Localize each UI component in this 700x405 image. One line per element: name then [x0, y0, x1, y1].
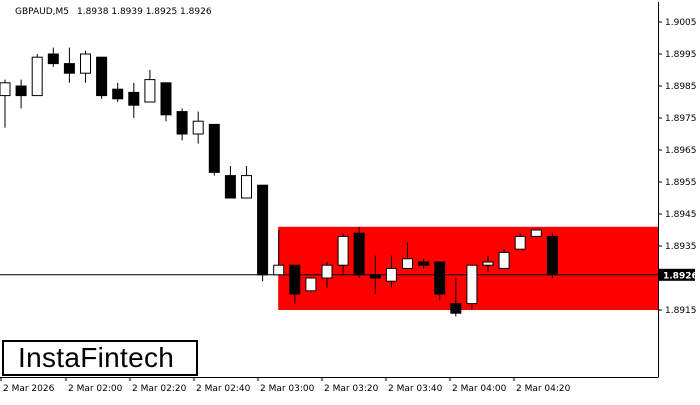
x-tick-label: 2 Mar 03:40 [388, 384, 443, 394]
candle [514, 233, 526, 250]
x-tick-label: 2 Mar 02:20 [132, 384, 187, 394]
candle [192, 111, 204, 144]
candle [321, 262, 333, 288]
candle-body-bearish [47, 53, 59, 65]
y-tick-label: 1.8965 [665, 146, 697, 156]
candle-body-bullish [0, 82, 11, 97]
candle-body-bullish [482, 261, 494, 266]
candle-body-bullish [498, 251, 510, 269]
candle [546, 233, 558, 278]
chart-header-ohlc: 1.8938 1.8939 1.8925 1.8926 [77, 7, 212, 17]
candle-body-bearish [208, 123, 220, 173]
current-price-label: 1.8926 [659, 268, 698, 281]
candle [402, 242, 413, 269]
candle-body-bullish [144, 79, 156, 103]
candle-body-bullish [337, 235, 349, 266]
candle [498, 249, 510, 269]
candle [466, 264, 478, 310]
candle [15, 79, 27, 109]
candle-body-bearish [289, 264, 301, 295]
candle-body-bearish [176, 111, 188, 135]
candle [63, 47, 75, 83]
candle-body-bearish [128, 91, 140, 106]
current-price-label-bg [659, 268, 695, 281]
candle [160, 82, 172, 122]
x-tick-label: 2 Mar 2026 [3, 384, 55, 394]
x-tick-label: 2 Mar 02:40 [196, 384, 251, 394]
candle [530, 229, 542, 237]
candle [353, 226, 365, 278]
candle [434, 261, 446, 301]
candle [289, 264, 301, 304]
candle-body-bullish [530, 229, 542, 237]
candle-body-bullish [31, 56, 43, 97]
candle-body-bullish [385, 267, 397, 282]
candle-body-bullish [466, 264, 478, 305]
candle-body-bullish [305, 277, 317, 292]
y-tick-label: 1.8975 [665, 114, 697, 124]
y-tick-label: 1.8955 [665, 178, 697, 188]
candle-body-bullish [514, 235, 526, 250]
candle-body-bearish [369, 274, 381, 279]
candle-body-bullish [402, 258, 413, 269]
candle [144, 70, 156, 103]
logo-text: InstaFintech [18, 342, 175, 373]
candle-body-bearish [353, 232, 365, 276]
candle-body-bearish [418, 261, 430, 266]
y-tick-label: 1.8995 [665, 50, 697, 60]
candle [273, 230, 285, 276]
candle [385, 255, 397, 288]
candle-body-bearish [112, 88, 124, 100]
y-tick-label: 1.8985 [665, 82, 697, 92]
candle [418, 258, 430, 269]
y-tick-label: 1.8945 [665, 210, 697, 220]
y-tick-label: 1.8915 [665, 306, 697, 316]
candle [337, 233, 349, 275]
candle [224, 166, 236, 199]
candle-body-bullish [241, 175, 252, 199]
candle [96, 56, 108, 99]
candle-body-bearish [96, 56, 108, 97]
candle [241, 166, 252, 199]
candle [128, 82, 140, 118]
candle [369, 255, 381, 294]
candle-body-bearish [63, 63, 75, 74]
candle-body-bearish [450, 303, 462, 314]
candle [80, 50, 91, 83]
candle [31, 54, 43, 97]
candle-body-bullish [273, 264, 285, 276]
candle [482, 255, 494, 272]
candle-body-bearish [546, 235, 558, 276]
candle [0, 79, 11, 128]
candle [257, 184, 269, 282]
candle-body-bearish [160, 82, 172, 116]
chart-header-symbol: GBPAUD,M5 [15, 7, 69, 17]
current-price-label-text: 1.8926 [663, 271, 698, 281]
x-tick-label: 2 Mar 04:00 [452, 384, 507, 394]
candle [112, 82, 124, 102]
y-tick-label: 1.8935 [665, 242, 697, 252]
x-tick-label: 2 Mar 02:00 [68, 384, 123, 394]
candle-body-bullish [192, 120, 204, 135]
candle [47, 47, 59, 67]
candle-body-bearish [434, 261, 446, 295]
candle [208, 123, 220, 176]
candle-body-bearish [224, 175, 236, 199]
candle-body-bearish [257, 184, 269, 276]
candle-body-bullish [321, 264, 333, 279]
x-tick-label: 2 Mar 03:20 [324, 384, 379, 394]
candle-body-bullish [80, 53, 91, 74]
y-tick-label: 1.9005 [665, 18, 697, 28]
x-tick-label: 2 Mar 04:20 [516, 384, 571, 394]
candle [176, 108, 188, 141]
candle-body-bearish [15, 85, 27, 97]
x-tick-label: 2 Mar 03:00 [260, 384, 315, 394]
candle [305, 277, 317, 292]
instafintech-logo: InstaFintech [2, 340, 198, 376]
candle [450, 278, 462, 317]
